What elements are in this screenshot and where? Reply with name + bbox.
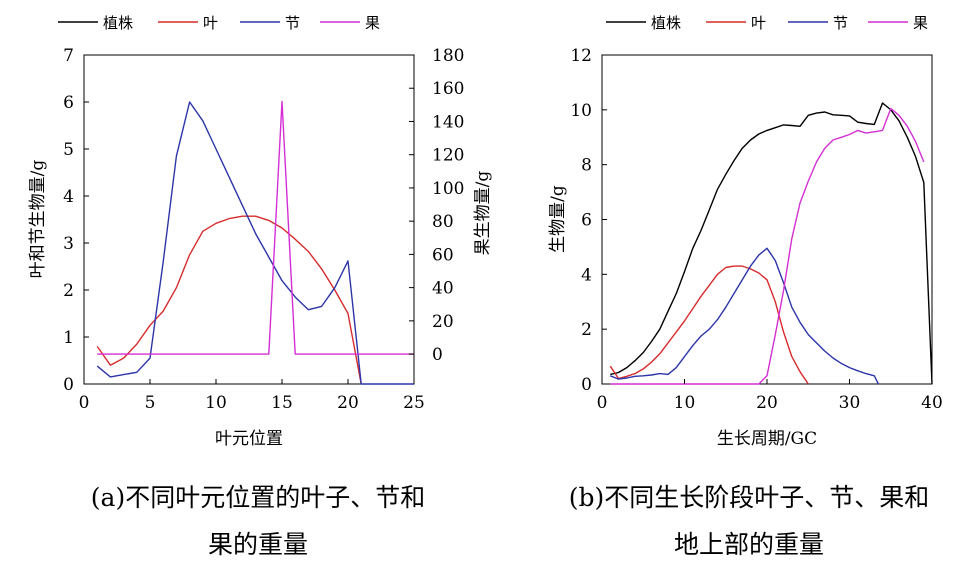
chart-a-caption-line2: 果的重量 <box>208 530 308 559</box>
chart-b-x-axis: 0 10 20 30 40 <box>597 379 943 413</box>
y-tick-label: 6 <box>63 93 74 113</box>
chart-a-caption-line1: (a)不同叶元位置的叶子、节和 <box>91 483 425 512</box>
y2-tick-label: 100 <box>432 179 464 199</box>
chart-a: 植株 叶 节 果 0 5 10 15 20 25 0 1 2 3 4 5 6 7 0 20 40 60 80 10… <box>28 14 493 559</box>
y-tick-label: 10 <box>570 101 592 121</box>
legend-a-label-节: 节 <box>285 14 300 32</box>
y2-tick-label: 180 <box>432 46 464 66</box>
y2-tick-label: 80 <box>432 212 454 232</box>
y-tick-label: 2 <box>581 320 592 340</box>
y-tick-label: 3 <box>63 234 74 254</box>
y-tick-label: 0 <box>63 375 74 395</box>
legend-b-label-植株: 植株 <box>651 14 681 32</box>
chart-a-legend: 植株 叶 节 果 <box>58 14 380 32</box>
legend-a-label-果: 果 <box>365 14 380 32</box>
x-tick-label: 40 <box>921 393 943 413</box>
x-tick-label: 0 <box>597 393 608 413</box>
y-tick-label: 4 <box>581 265 592 285</box>
chart-a-y2-axis-label: 果生物量/g <box>473 171 493 256</box>
series-line-叶 <box>96 215 362 385</box>
chart-a-series-layer <box>96 100 414 385</box>
series-line-植株 <box>610 102 933 385</box>
x-tick-label: 15 <box>271 393 293 413</box>
x-tick-label: 10 <box>674 393 696 413</box>
y-tick-label: 2 <box>63 281 74 301</box>
legend-b-label-节: 节 <box>833 14 848 32</box>
y2-tick-label: 20 <box>432 312 454 332</box>
x-tick-label: 25 <box>403 393 425 413</box>
chart-b-series-layer <box>609 102 933 385</box>
y-tick-label: 0 <box>581 375 592 395</box>
chart-a-y-axis-label: 叶和节生物量/g <box>28 160 48 279</box>
legend-b-label-果: 果 <box>913 14 928 32</box>
chart-b-y-axis: 0 2 4 6 8 10 12 <box>570 46 607 395</box>
series-line-果 <box>610 107 925 385</box>
x-tick-label: 0 <box>79 393 90 413</box>
y2-tick-label: 60 <box>432 245 454 265</box>
y-tick-label: 1 <box>63 328 74 348</box>
chart-a-y2-axis: 0 20 40 60 80 100 120 140 160 180 <box>409 46 464 365</box>
x-tick-label: 20 <box>756 393 778 413</box>
y2-tick-label: 140 <box>432 112 464 132</box>
chart-b-x-axis-label: 生长周期/GC <box>717 429 817 449</box>
series-line-节 <box>96 101 414 385</box>
chart-a-plot-frame <box>83 54 415 385</box>
x-tick-label: 20 <box>337 393 359 413</box>
y2-tick-label: 0 <box>432 345 443 365</box>
legend-a-label-植株: 植株 <box>103 14 133 32</box>
chart-a-x-axis-label: 叶元位置 <box>215 429 283 449</box>
y-tick-label: 5 <box>63 140 74 160</box>
chart-a-y-axis: 0 1 2 3 4 5 6 7 <box>63 46 89 395</box>
chart-b-y-axis-label: 生物量/g <box>548 185 568 253</box>
y2-tick-label: 40 <box>432 279 454 299</box>
x-tick-label: 10 <box>205 393 227 413</box>
y2-tick-label: 120 <box>432 146 464 166</box>
chart-b-legend: 植株 叶 节 果 <box>606 14 928 32</box>
y2-tick-label: 160 <box>432 79 464 99</box>
legend-b-label-叶: 叶 <box>751 14 766 32</box>
y-tick-label: 8 <box>581 156 592 176</box>
x-tick-label: 30 <box>839 393 861 413</box>
y-tick-label: 7 <box>63 46 74 66</box>
series-line-果 <box>97 100 414 355</box>
chart-a-x-axis: 0 5 10 15 20 25 <box>79 379 425 413</box>
y-tick-label: 6 <box>581 211 592 231</box>
series-line-节 <box>610 247 880 385</box>
series-line-叶 <box>609 265 809 385</box>
chart-b-caption-line2: 地上部的重量 <box>674 530 824 559</box>
y-tick-label: 12 <box>570 46 592 66</box>
chart-b: 植株 叶 节 果 0 10 20 30 40 0 2 4 6 8 10 12 生长周期/GC 生物量… <box>548 14 943 559</box>
chart-b-caption-line1: (b)不同生长阶段叶子、节、果和 <box>569 483 930 512</box>
x-tick-label: 5 <box>145 393 156 413</box>
legend-a-label-叶: 叶 <box>203 14 218 32</box>
y-tick-label: 4 <box>63 187 74 207</box>
